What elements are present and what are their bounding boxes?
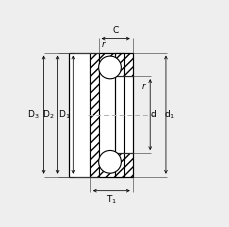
Bar xyxy=(90,53,98,177)
Bar xyxy=(98,158,123,177)
Bar xyxy=(98,53,123,72)
Bar xyxy=(69,53,90,177)
Bar xyxy=(115,153,132,177)
Text: r: r xyxy=(101,40,104,49)
Text: d: d xyxy=(150,110,155,119)
Bar xyxy=(115,76,132,153)
Bar xyxy=(115,53,132,76)
Text: D$_1$: D$_1$ xyxy=(57,108,70,121)
Text: d$_1$: d$_1$ xyxy=(164,108,175,121)
Text: T$_1$: T$_1$ xyxy=(105,193,116,206)
Circle shape xyxy=(98,56,121,79)
Text: D$_3$: D$_3$ xyxy=(27,108,40,121)
Bar xyxy=(98,72,123,158)
Text: D$_2$: D$_2$ xyxy=(42,108,54,121)
Circle shape xyxy=(98,151,121,173)
Text: C: C xyxy=(112,27,118,35)
Text: r: r xyxy=(141,82,144,91)
